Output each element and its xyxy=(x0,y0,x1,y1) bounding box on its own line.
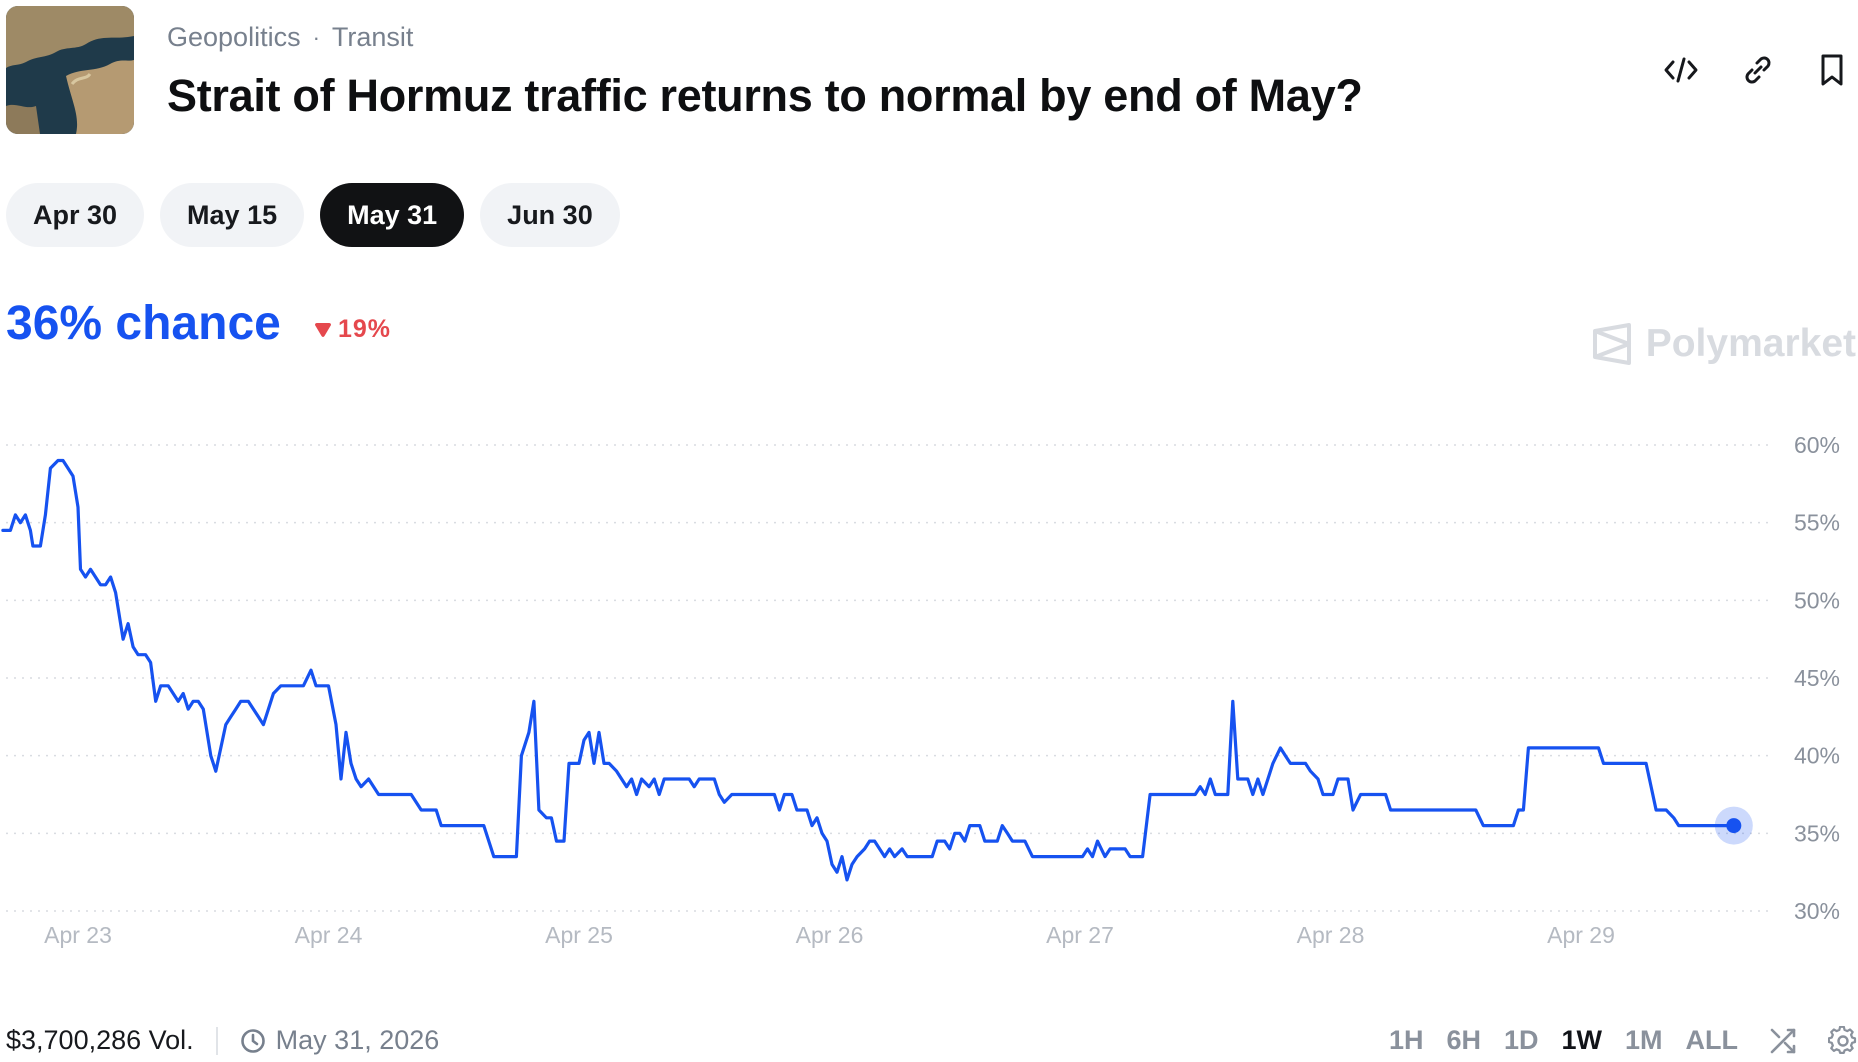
x-tick-label: Apr 23 xyxy=(44,922,112,948)
market-title: Strait of Hormuz traffic returns to norm… xyxy=(167,70,1363,121)
time-range-selector: 1H 6H 1D 1W 1M ALL xyxy=(1366,1025,1858,1056)
price-line xyxy=(1,458,1736,882)
range-all[interactable]: ALL xyxy=(1685,1025,1738,1055)
x-tick-label: Apr 29 xyxy=(1547,922,1615,948)
date-tab-apr-30[interactable]: Apr 30 xyxy=(6,183,145,247)
date-tabs: Apr 30 May 15 May 31 Jun 30 xyxy=(6,183,620,247)
chance-value: 36% chance xyxy=(6,297,281,350)
breadcrumb: Geopolitics · Transit xyxy=(167,22,413,53)
breadcrumb-separator: · xyxy=(312,24,320,50)
y-tick-label: 55% xyxy=(1794,510,1840,536)
settings-gear-icon[interactable] xyxy=(1828,1025,1858,1056)
date-tab-may-31[interactable]: May 31 xyxy=(320,183,465,247)
y-tick-label: 60% xyxy=(1794,432,1840,458)
range-1d[interactable]: 1D xyxy=(1503,1025,1539,1055)
date-tab-may-15[interactable]: May 15 xyxy=(160,183,305,247)
polymarket-logo-icon xyxy=(1592,323,1631,365)
chance-delta-value: 19% xyxy=(338,315,392,343)
y-tick-label: 35% xyxy=(1794,820,1840,846)
x-tick-label: Apr 27 xyxy=(1046,922,1114,948)
y-tick-label: 30% xyxy=(1794,898,1840,924)
header-actions xyxy=(1638,50,1858,90)
range-1m[interactable]: 1M xyxy=(1625,1025,1663,1055)
chance-delta: 19% xyxy=(314,315,391,344)
bookmark-icon[interactable] xyxy=(1812,50,1852,90)
range-1w[interactable]: 1W xyxy=(1561,1025,1603,1055)
embed-code-icon[interactable] xyxy=(1661,50,1701,90)
market-thumbnail xyxy=(6,6,134,134)
price-chart[interactable]: 60% 55% 50% 45% 40% 35% 30% Apr 23 Apr 24 Apr 25 A… xyxy=(0,430,1858,950)
end-date: May 31, 2026 xyxy=(240,1025,440,1056)
clock-icon xyxy=(240,1028,265,1053)
y-tick-label: 40% xyxy=(1794,743,1840,769)
range-1h[interactable]: 1H xyxy=(1388,1025,1424,1055)
range-6h[interactable]: 6H xyxy=(1446,1025,1481,1055)
breadcrumb-transit[interactable]: Transit xyxy=(331,22,414,52)
down-triangle-icon xyxy=(315,322,331,337)
x-tick-label: Apr 25 xyxy=(545,922,613,948)
divider xyxy=(215,1026,218,1055)
market-meta: $3,700,286 Vol. May 31, 2026 xyxy=(6,1025,439,1056)
link-icon[interactable] xyxy=(1738,50,1778,90)
y-tick-label: 45% xyxy=(1794,665,1840,691)
polymarket-brand-text: Polymarket xyxy=(1645,322,1856,365)
polymarket-logo: Polymarket xyxy=(1592,322,1856,366)
x-tick-label: Apr 26 xyxy=(796,922,864,948)
x-tick-label: Apr 24 xyxy=(295,922,363,948)
y-tick-label: 50% xyxy=(1794,587,1840,613)
x-tick-label: Apr 28 xyxy=(1297,922,1365,948)
end-date-text: May 31, 2026 xyxy=(275,1025,440,1055)
shuffle-icon[interactable] xyxy=(1768,1026,1798,1056)
volume: $3,700,286 Vol. xyxy=(6,1025,194,1055)
breadcrumb-geopolitics[interactable]: Geopolitics xyxy=(167,22,301,52)
current-price-dot xyxy=(1726,818,1742,834)
date-tab-jun-30[interactable]: Jun 30 xyxy=(480,183,620,247)
